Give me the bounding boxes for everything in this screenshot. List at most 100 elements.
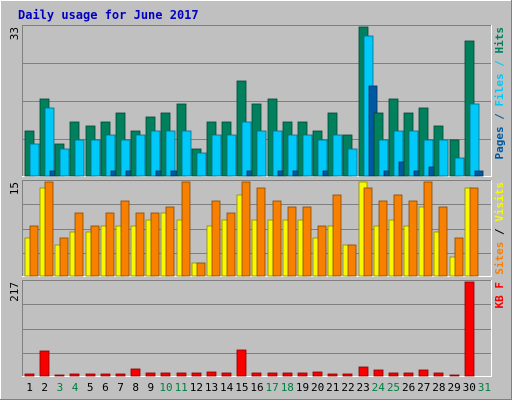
x-tick-label: 30 — [463, 381, 476, 394]
bar-sites — [165, 206, 175, 277]
x-tick-label: 3 — [57, 381, 64, 394]
bar-files — [105, 134, 116, 177]
bar-sites — [332, 194, 342, 277]
bar-sites — [423, 181, 433, 277]
bar-files — [256, 130, 267, 177]
bar-files — [29, 143, 40, 177]
bar-files — [272, 130, 283, 177]
x-tick-label: 17 — [266, 381, 279, 394]
bar-files — [438, 139, 449, 177]
bar-kb-f — [267, 372, 278, 377]
x-axis: 1 2 3 4 5 6 7 8 9 10 11 12 13 14 15 16 17 18 19 20 21 22 23 24 2… — [26, 381, 491, 394]
bar-files — [90, 139, 101, 177]
bar-kb-f — [145, 372, 156, 377]
x-tick-label: 15 — [235, 381, 248, 394]
bar-sites — [287, 206, 297, 277]
bar-kb-f — [433, 372, 444, 377]
bar-files — [181, 130, 192, 177]
bar-files — [287, 134, 298, 177]
ymax-label-visits: 15 — [8, 182, 21, 195]
x-tick-label: 27 — [417, 381, 430, 394]
bar-sites — [181, 181, 191, 277]
x-tick-label: 23 — [357, 381, 370, 394]
bar-files — [393, 130, 404, 177]
x-tick-label: 26 — [402, 381, 415, 394]
bar-kb-f — [236, 349, 247, 377]
bar-sites — [317, 225, 327, 277]
x-tick-label: 8 — [132, 381, 139, 394]
bar-kb-f — [100, 373, 111, 377]
bar-sites — [29, 225, 39, 277]
legend-entry: / — [493, 228, 506, 242]
x-tick-label: 29 — [447, 381, 460, 394]
bar-files — [44, 107, 55, 177]
bar-sites — [150, 212, 160, 277]
bar-files — [59, 148, 70, 177]
bar-kb-f — [342, 373, 353, 377]
panel-kbf: 217 KB F — [8, 280, 506, 377]
bar-kb-f — [403, 372, 414, 377]
x-tick-label: 4 — [72, 381, 79, 394]
legend-entry: Pages / — [493, 113, 506, 160]
x-tick-label: 9 — [148, 381, 155, 394]
bar-sites — [469, 187, 479, 277]
series-legend-hits: Pages / Files / Hits — [493, 27, 506, 159]
x-tick-label: 13 — [205, 381, 218, 394]
bar-files — [196, 152, 207, 177]
legend-entry: Sites — [493, 242, 506, 275]
panel-hits: 33 Pages / Files / Hits — [8, 25, 506, 177]
bar-kb-f — [297, 372, 308, 377]
bar-kb-f — [130, 368, 141, 377]
bar-sites — [135, 212, 145, 277]
bar-files — [469, 103, 480, 177]
x-tick-label: 18 — [281, 381, 294, 394]
legend-entry: Visits — [493, 182, 506, 228]
ymax-label-hits: 33 — [8, 27, 21, 40]
bar-sites — [272, 200, 282, 277]
bar-kb-f — [54, 374, 65, 377]
bar-kb-f — [39, 350, 50, 377]
x-tick-label: 25 — [387, 381, 400, 394]
bar-kb-f — [358, 366, 369, 377]
bar-sites — [438, 206, 448, 277]
plot-area-kbf — [22, 280, 492, 377]
bar-files — [347, 148, 358, 177]
bar-sites — [90, 225, 100, 277]
bar-kb-f — [282, 372, 293, 377]
bar-files — [226, 134, 237, 177]
bar-kb-f — [251, 372, 262, 377]
bar-sites — [241, 181, 251, 277]
x-tick-label: 19 — [296, 381, 309, 394]
x-tick-label: 14 — [220, 381, 234, 394]
bar-files — [423, 139, 434, 177]
bar-files — [120, 139, 131, 177]
bar-sites — [347, 244, 357, 277]
x-tick-label: 11 — [175, 381, 188, 394]
bar-sites — [196, 262, 206, 277]
bar-files — [302, 134, 313, 177]
bar-kb-f — [160, 372, 171, 377]
bar-files — [241, 121, 252, 177]
bar-kb-f — [191, 372, 202, 377]
series-legend-visits: Sites / Visits — [493, 182, 506, 275]
bar-kb-f — [69, 373, 80, 377]
x-tick-label: 24 — [372, 381, 386, 394]
bar-kb-f — [206, 371, 217, 377]
bar-files — [408, 130, 419, 177]
bar-kb-f — [449, 374, 460, 377]
bar-files — [332, 134, 343, 177]
bar-files — [454, 157, 465, 177]
bar-sites — [211, 200, 221, 277]
bar-kb-f — [327, 373, 338, 377]
chart-panels: 33 Pages / Files / Hits 15 Sites / Visits 21… — [8, 25, 506, 377]
bar-sites — [44, 181, 54, 277]
bar-sites — [454, 237, 464, 277]
ymax-label-kbf: 217 — [8, 282, 21, 302]
x-tick-label: 5 — [87, 381, 94, 394]
panel-visits: 15 Sites / Visits — [8, 180, 506, 277]
bar-pages — [474, 170, 484, 177]
bar-kb-f — [221, 372, 232, 377]
bar-files — [74, 139, 85, 177]
bar-sites — [378, 200, 388, 277]
x-tick-label: 7 — [117, 381, 124, 394]
